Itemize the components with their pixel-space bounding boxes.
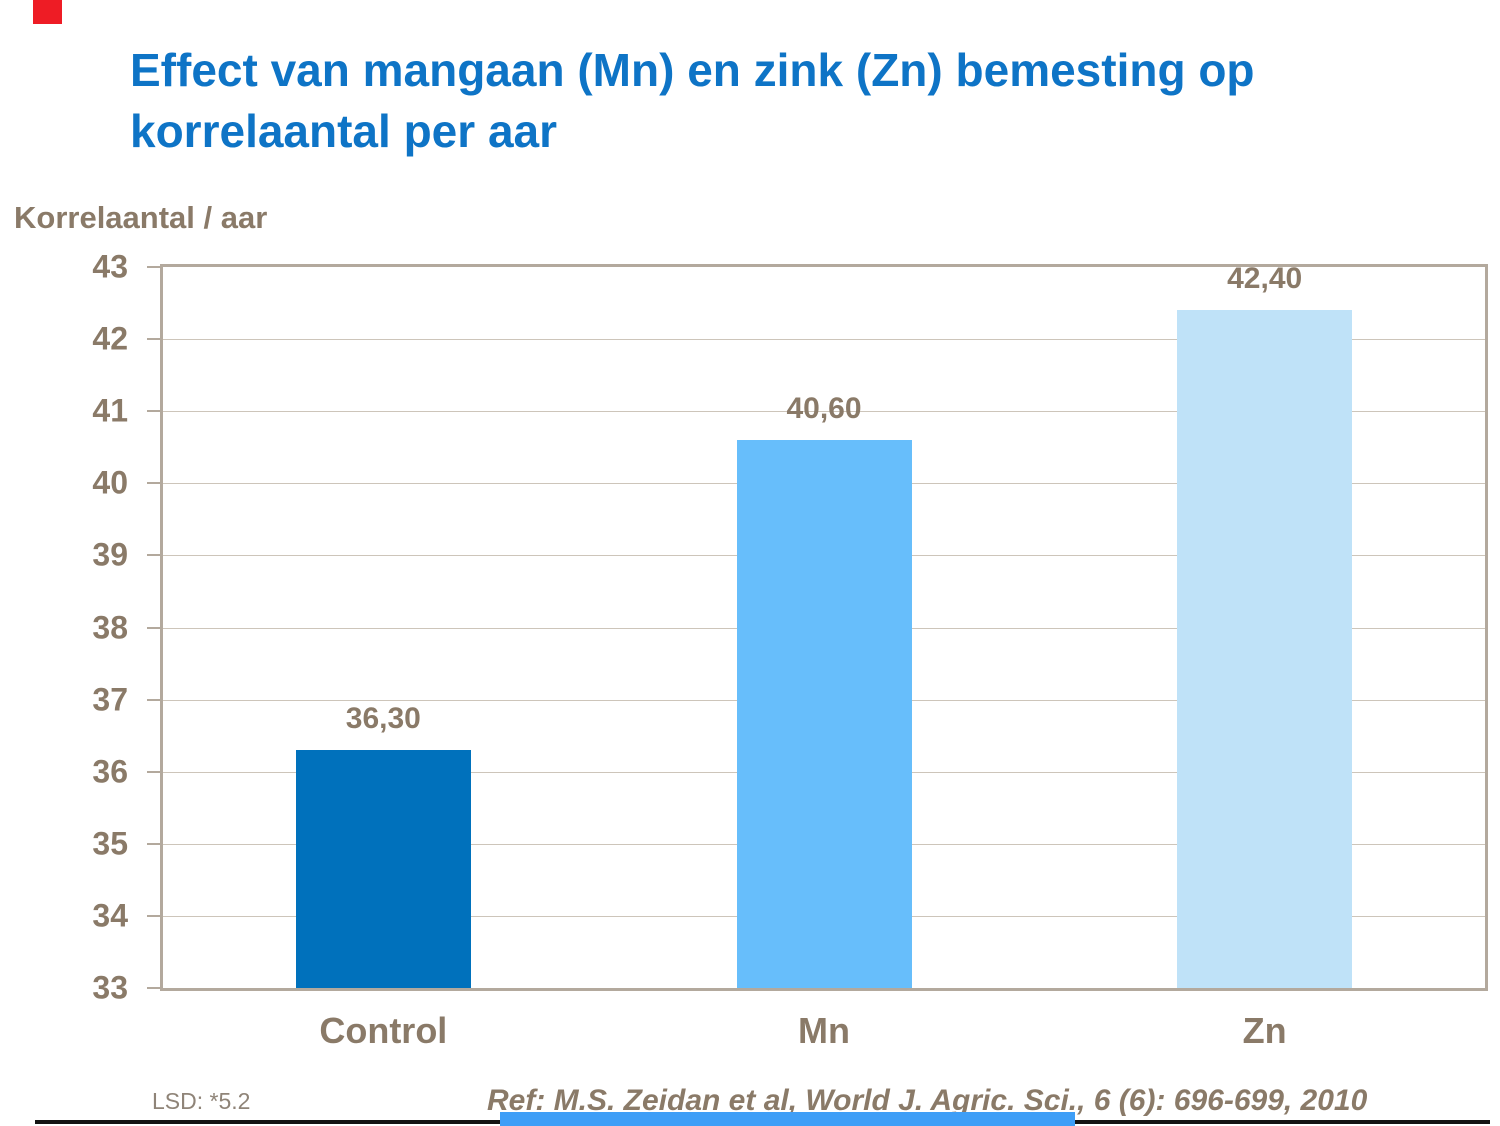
y-axis-tick [147, 770, 160, 773]
y-axis-tick-label: 36 [92, 753, 128, 790]
reference-citation: Ref: M.S. Zeidan et al, World J. Agric. … [487, 1084, 1368, 1117]
y-axis-tick-label: 42 [92, 320, 128, 357]
chart-title: Effect van mangaan (Mn) en zink (Zn) bem… [130, 40, 1430, 162]
y-axis-tick-label: 39 [92, 536, 128, 573]
y-axis-tick [147, 626, 160, 629]
gridline [163, 339, 1485, 341]
y-axis-tick-label: 40 [92, 464, 128, 501]
x-axis-label-control: Control [319, 1010, 448, 1051]
x-axis-label-zn: Zn [1242, 1010, 1287, 1051]
y-axis-tick [147, 482, 160, 485]
y-axis-tick [147, 698, 160, 701]
x-axis-labels: Control Mn Zn [163, 1010, 1485, 1060]
chart-title-line2: korrelaantal per aar [130, 105, 558, 157]
lsd-note: LSD: *5.2 [152, 1088, 251, 1114]
gridline [163, 411, 1485, 413]
bar-value-label-control: 36,30 [345, 702, 421, 736]
y-axis-tick-label: 34 [92, 897, 128, 934]
y-axis-tick [147, 842, 160, 845]
y-axis: 33 34 35 36 37 38 39 40 41 42 43 [0, 249, 160, 1006]
y-axis-tick [147, 987, 160, 989]
y-axis-tick-label: 38 [92, 609, 128, 645]
red-corner-marker [33, 0, 62, 24]
bar-value-label-mn: 40,60 [786, 392, 862, 426]
y-axis-tick [147, 266, 160, 268]
y-axis-title: Korrelaantal / aar [14, 200, 268, 235]
bar-control [295, 750, 471, 988]
y-axis-tick-label: 33 [92, 969, 128, 1006]
y-axis-tick-label: 37 [92, 681, 128, 718]
y-axis-tick [147, 554, 160, 557]
y-axis-tick-label: 43 [92, 248, 128, 285]
x-axis-label-mn: Mn [798, 1010, 850, 1051]
bar-mn [736, 440, 912, 988]
bar-zn [1177, 310, 1353, 988]
y-axis-tick [147, 914, 160, 917]
y-axis-tick-label: 41 [92, 392, 128, 429]
y-axis-tick [147, 410, 160, 413]
bar-value-label-zn: 42,40 [1227, 262, 1303, 296]
y-axis-tick-label: 35 [92, 825, 128, 862]
y-axis-tick [147, 338, 160, 341]
chart-title-line1: Effect van mangaan (Mn) en zink (Zn) bem… [130, 44, 1255, 96]
plot-area: 36,30 40,60 42,40 [160, 262, 1488, 991]
bottom-accent-bar [500, 1112, 1075, 1126]
